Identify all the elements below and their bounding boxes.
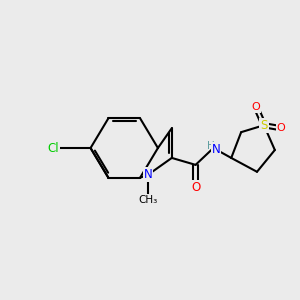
Text: H: H <box>207 141 215 151</box>
Text: N: N <box>144 168 152 181</box>
Text: O: O <box>276 123 285 133</box>
Text: O: O <box>252 102 260 112</box>
Text: Cl: Cl <box>47 142 59 154</box>
Text: S: S <box>260 119 268 132</box>
Text: N: N <box>212 143 221 156</box>
Text: CH₃: CH₃ <box>138 194 158 205</box>
Text: O: O <box>191 181 200 194</box>
